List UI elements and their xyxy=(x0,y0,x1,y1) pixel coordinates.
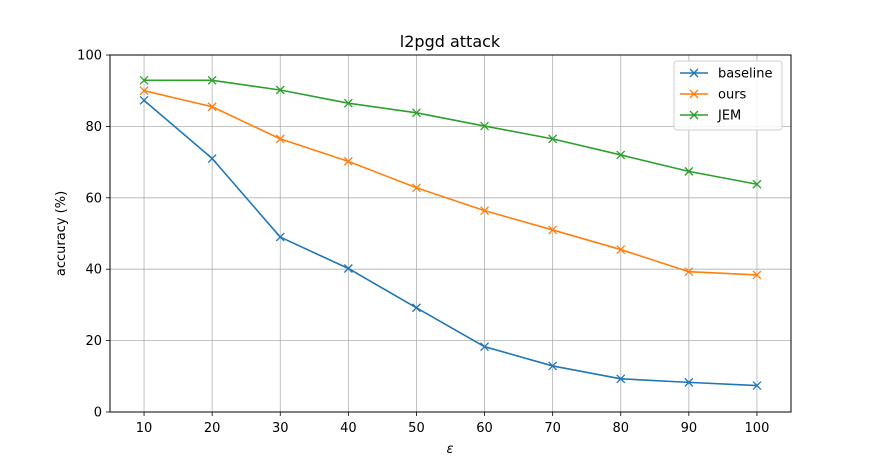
marker-stroke xyxy=(275,232,285,242)
marker-stroke xyxy=(207,154,217,163)
y-tick-label: 0 xyxy=(94,406,102,421)
series-line-jem xyxy=(144,79,758,186)
data-point xyxy=(139,75,149,85)
marker-stroke xyxy=(139,86,149,96)
marker-stroke xyxy=(480,121,490,131)
data-point xyxy=(207,154,217,163)
marker-stroke xyxy=(689,68,699,78)
series-line-baseline xyxy=(143,99,757,387)
marker-stroke xyxy=(752,179,762,189)
y-axis-label: accuracy (%) xyxy=(54,191,69,276)
legend-marker xyxy=(689,89,699,99)
x-tick-label: 50 xyxy=(408,421,425,436)
data-point xyxy=(411,183,421,193)
x-tick-label: 20 xyxy=(204,421,221,436)
marker-stroke xyxy=(343,156,353,166)
data-point xyxy=(207,75,217,85)
legend-entry: ours xyxy=(718,88,747,103)
marker-stroke xyxy=(616,374,626,384)
data-point xyxy=(275,232,285,242)
y-tick-label: 40 xyxy=(85,263,102,278)
marker-stroke xyxy=(689,110,699,120)
chart-title: l2pgd attack xyxy=(400,32,501,51)
data-point xyxy=(207,102,217,112)
marker-stroke xyxy=(684,267,694,277)
data-point xyxy=(752,179,762,189)
y-tick-label: 20 xyxy=(85,334,102,349)
marker-stroke xyxy=(139,95,149,105)
marker-stroke xyxy=(616,245,626,255)
data-point xyxy=(752,270,762,280)
marker-stroke xyxy=(411,108,421,118)
marker-stroke xyxy=(548,361,558,371)
marker-stroke xyxy=(207,75,217,85)
marker-stroke xyxy=(411,183,421,193)
x-axis-label: ε xyxy=(446,442,453,457)
series-line-ours xyxy=(143,89,757,276)
data-point xyxy=(752,381,762,391)
marker-stroke xyxy=(139,75,149,85)
data-point xyxy=(275,134,285,144)
marker-stroke xyxy=(752,270,762,280)
y-tick-label: 60 xyxy=(85,191,102,206)
data-point xyxy=(139,86,149,96)
marker-stroke xyxy=(684,377,694,387)
y-tick-label: 80 xyxy=(85,120,102,135)
x-tick-label: 40 xyxy=(340,421,357,436)
legend-marker xyxy=(689,110,699,120)
marker-stroke xyxy=(548,134,558,144)
data-point xyxy=(684,377,694,387)
x-tick-label: 80 xyxy=(612,421,629,436)
data-point xyxy=(616,150,626,160)
data-point xyxy=(480,206,490,216)
marker-stroke xyxy=(343,264,353,273)
legend-box xyxy=(673,60,783,131)
marker-stroke xyxy=(275,134,285,144)
x-tick-label: 60 xyxy=(476,421,493,436)
data-point xyxy=(411,303,421,313)
marker-stroke xyxy=(752,381,762,391)
data-point xyxy=(343,98,353,108)
marker-stroke xyxy=(207,102,217,112)
x-tick-label: 100 xyxy=(745,421,770,436)
data-point xyxy=(684,166,694,176)
marker-stroke xyxy=(275,85,285,95)
data-point xyxy=(411,108,421,118)
x-tick-label: 70 xyxy=(544,421,561,436)
marker-stroke xyxy=(684,166,694,176)
data-point xyxy=(343,264,353,273)
data-point xyxy=(548,361,558,371)
marker-stroke xyxy=(411,303,421,313)
data-point xyxy=(275,85,285,95)
legend: baseline ours JEM xyxy=(673,60,783,131)
data-point xyxy=(684,267,694,277)
data-point xyxy=(343,156,353,166)
marker-stroke xyxy=(689,89,699,99)
data-point xyxy=(548,134,558,144)
marker-stroke xyxy=(480,206,490,216)
x-tick-label: 30 xyxy=(272,421,289,436)
marker-stroke xyxy=(616,150,626,160)
data-point xyxy=(548,225,558,235)
ticks: 10 20 30 40 50 60 70 80 90 100 0 20 40 60 80 100 xyxy=(77,49,769,437)
x-tick-label: 90 xyxy=(681,421,698,436)
data-point xyxy=(480,342,490,352)
legend-marker xyxy=(689,68,699,78)
data-point xyxy=(139,95,149,105)
data-point xyxy=(616,245,626,255)
y-tick-label: 100 xyxy=(77,49,102,64)
legend-entry: JEM xyxy=(717,109,741,124)
marker-stroke xyxy=(480,342,490,352)
x-tick-label: 10 xyxy=(136,421,153,436)
legend-entry: baseline xyxy=(718,67,772,82)
series-layer xyxy=(139,75,762,391)
data-point xyxy=(616,374,626,384)
marker-stroke xyxy=(343,98,353,108)
marker-stroke xyxy=(548,225,558,235)
plot-frame xyxy=(109,54,792,413)
data-point xyxy=(480,121,490,131)
